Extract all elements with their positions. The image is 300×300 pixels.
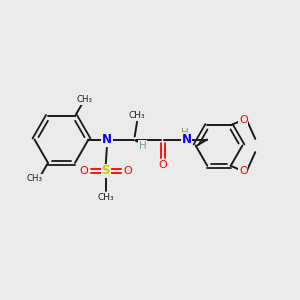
Text: CH₃: CH₃ — [129, 111, 146, 120]
Text: N: N — [102, 133, 112, 146]
Text: O: O — [158, 160, 167, 170]
Text: H: H — [139, 140, 146, 151]
Text: N: N — [182, 133, 192, 146]
Text: O: O — [79, 166, 88, 176]
Text: CH₃: CH₃ — [27, 174, 43, 183]
Text: O: O — [239, 166, 248, 176]
Text: O: O — [239, 115, 248, 125]
Text: CH₃: CH₃ — [76, 95, 92, 104]
Text: S: S — [101, 164, 110, 178]
Text: O: O — [123, 166, 132, 176]
Text: CH₃: CH₃ — [97, 193, 114, 202]
Text: H: H — [181, 128, 189, 138]
